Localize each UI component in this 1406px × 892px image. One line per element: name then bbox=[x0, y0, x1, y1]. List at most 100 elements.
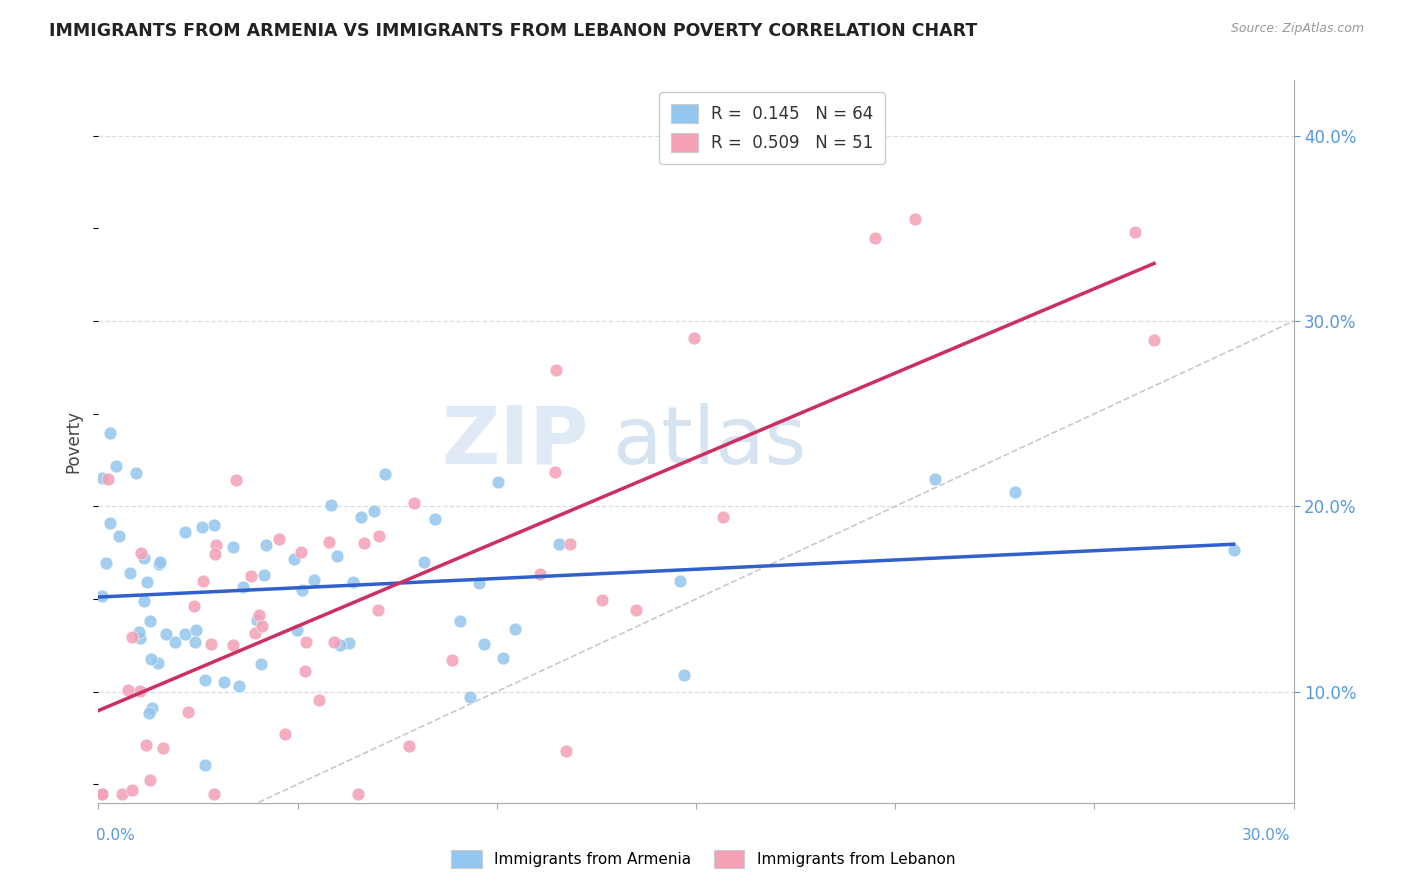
Point bbox=[225, 474, 247, 488]
Point bbox=[228, 679, 250, 693]
Point bbox=[486, 475, 509, 489]
Point bbox=[212, 675, 235, 690]
Point bbox=[245, 625, 267, 640]
Point bbox=[149, 555, 172, 569]
Point bbox=[91, 787, 114, 801]
Point bbox=[134, 551, 156, 566]
Point bbox=[254, 538, 277, 552]
Point bbox=[200, 637, 222, 651]
Point bbox=[232, 580, 254, 594]
Point bbox=[472, 637, 495, 651]
Point bbox=[624, 603, 647, 617]
Point bbox=[121, 783, 143, 797]
Point bbox=[323, 635, 346, 649]
Point bbox=[503, 622, 526, 636]
Point bbox=[423, 512, 446, 526]
Point bbox=[711, 510, 734, 524]
Point bbox=[560, 536, 582, 550]
Point bbox=[129, 546, 152, 560]
Point bbox=[184, 623, 207, 637]
Point bbox=[283, 552, 305, 566]
Point bbox=[353, 536, 375, 550]
Point bbox=[672, 667, 695, 681]
Point bbox=[1223, 542, 1246, 557]
Point bbox=[98, 426, 121, 441]
Point bbox=[139, 773, 162, 788]
Point bbox=[177, 705, 200, 719]
Point bbox=[904, 212, 927, 227]
Text: ZIP: ZIP bbox=[441, 402, 589, 481]
Point bbox=[294, 664, 316, 678]
Point bbox=[91, 787, 114, 801]
Point bbox=[250, 619, 273, 633]
Point bbox=[135, 739, 157, 753]
Point bbox=[134, 593, 156, 607]
Point bbox=[468, 576, 491, 591]
Point bbox=[91, 590, 114, 604]
Point bbox=[97, 472, 120, 486]
Point bbox=[347, 787, 370, 801]
Point bbox=[321, 499, 343, 513]
Point bbox=[184, 635, 207, 649]
Point bbox=[96, 557, 118, 571]
Point bbox=[190, 520, 212, 534]
Point bbox=[274, 727, 297, 741]
Point bbox=[398, 739, 420, 753]
Point bbox=[202, 787, 225, 801]
Point bbox=[547, 537, 569, 551]
Point bbox=[329, 639, 352, 653]
Point bbox=[128, 624, 150, 639]
Point bbox=[318, 535, 340, 549]
Point bbox=[440, 652, 463, 666]
Point bbox=[1123, 225, 1146, 239]
Point bbox=[404, 496, 426, 510]
Point bbox=[247, 608, 270, 623]
Point bbox=[492, 650, 515, 665]
Point bbox=[194, 673, 217, 687]
Text: Source: ZipAtlas.com: Source: ZipAtlas.com bbox=[1230, 22, 1364, 36]
Text: atlas: atlas bbox=[613, 402, 807, 481]
Point bbox=[413, 555, 436, 569]
Point bbox=[349, 510, 371, 524]
Point bbox=[152, 741, 174, 756]
Legend: R =  0.145   N = 64, R =  0.509   N = 51: R = 0.145 N = 64, R = 0.509 N = 51 bbox=[659, 92, 884, 164]
Point bbox=[363, 504, 385, 518]
Point bbox=[136, 575, 159, 590]
Point bbox=[924, 472, 946, 486]
Point bbox=[98, 516, 121, 530]
Point bbox=[544, 362, 567, 376]
Point bbox=[253, 568, 276, 582]
Point bbox=[285, 623, 308, 637]
Point bbox=[155, 627, 177, 641]
Text: 0.0%: 0.0% bbox=[96, 828, 135, 843]
Point bbox=[246, 613, 269, 627]
Point bbox=[529, 566, 551, 581]
Point bbox=[128, 684, 150, 698]
Point bbox=[308, 693, 330, 707]
Point bbox=[107, 529, 129, 543]
Point bbox=[125, 466, 148, 480]
Point bbox=[194, 757, 217, 772]
Text: IMMIGRANTS FROM ARMENIA VS IMMIGRANTS FROM LEBANON POVERTY CORRELATION CHART: IMMIGRANTS FROM ARMENIA VS IMMIGRANTS FR… bbox=[49, 22, 977, 40]
Point bbox=[1143, 333, 1166, 347]
Point bbox=[202, 517, 225, 532]
Point bbox=[204, 538, 226, 552]
Point bbox=[222, 638, 245, 652]
Point bbox=[204, 547, 226, 561]
Text: 30.0%: 30.0% bbox=[1243, 828, 1291, 843]
Point bbox=[267, 532, 290, 546]
Point bbox=[222, 540, 245, 554]
Point bbox=[544, 465, 567, 479]
Point bbox=[191, 574, 214, 588]
Point bbox=[141, 700, 163, 714]
Point bbox=[302, 573, 325, 587]
Point bbox=[1004, 484, 1026, 499]
Point bbox=[91, 471, 114, 485]
Point bbox=[163, 635, 186, 649]
Point bbox=[173, 525, 195, 540]
Point bbox=[174, 626, 197, 640]
Point bbox=[105, 459, 128, 474]
Point bbox=[865, 231, 887, 245]
Point bbox=[554, 744, 576, 758]
Y-axis label: Poverty: Poverty bbox=[65, 410, 83, 473]
